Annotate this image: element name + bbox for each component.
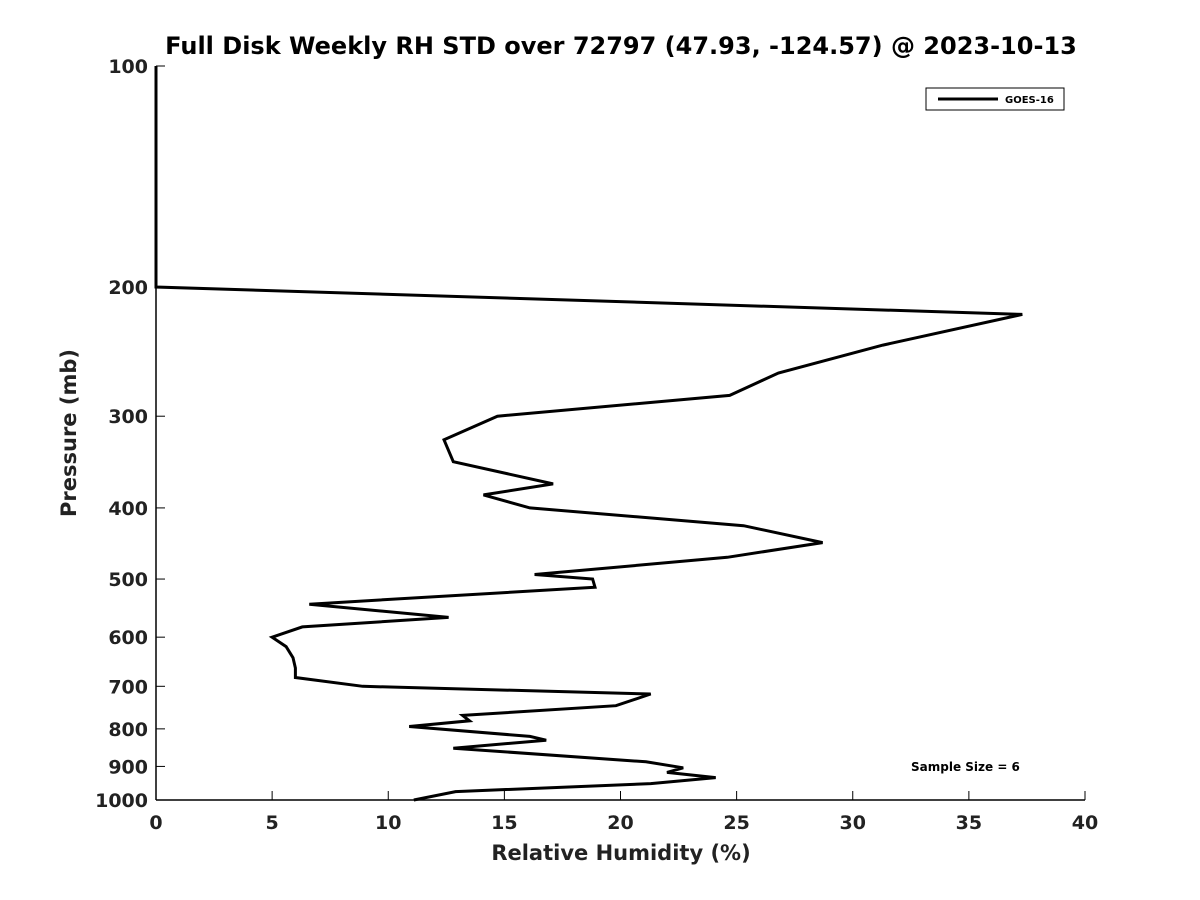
y-tick-label: 200 bbox=[108, 277, 148, 299]
x-axis-label: Relative Humidity (%) bbox=[491, 841, 750, 865]
legend-label-goes-16: GOES-16 bbox=[1005, 95, 1054, 106]
x-tick-label: 40 bbox=[1072, 812, 1098, 834]
series-line-goes-16 bbox=[154, 66, 1023, 802]
y-axis-ticks: 100 200 300 400 500 600 700 800 900 1000 bbox=[95, 56, 165, 812]
x-tick-label: 35 bbox=[956, 812, 982, 834]
y-tick-label: 600 bbox=[108, 627, 148, 649]
y-tick-label: 500 bbox=[108, 569, 148, 591]
x-tick-label: 5 bbox=[266, 812, 279, 834]
y-tick-label: 800 bbox=[108, 719, 148, 741]
x-axis-ticks: 0 5 10 15 20 25 30 35 40 bbox=[149, 791, 1098, 834]
y-tick-label: 300 bbox=[108, 406, 148, 428]
y-tick-label: 700 bbox=[108, 676, 148, 698]
y-axis-label: Pressure (mb) bbox=[57, 349, 81, 517]
x-tick-label: 20 bbox=[607, 812, 633, 834]
sample-size-annotation: Sample Size = 6 bbox=[911, 760, 1020, 774]
axes bbox=[155, 66, 1085, 801]
x-tick-label: 25 bbox=[723, 812, 749, 834]
legend: GOES-16 bbox=[925, 87, 1065, 111]
y-tick-label: 900 bbox=[108, 756, 148, 778]
x-tick-label: 15 bbox=[491, 812, 517, 834]
y-tick-label: 1000 bbox=[95, 790, 148, 812]
series-lines bbox=[154, 66, 1023, 802]
x-tick-label: 0 bbox=[149, 812, 162, 834]
y-tick-label: 400 bbox=[108, 498, 148, 520]
y-tick-label: 100 bbox=[108, 56, 148, 78]
chart-title: Full Disk Weekly RH STD over 72797 (47.9… bbox=[165, 32, 1077, 60]
x-tick-label: 10 bbox=[375, 812, 401, 834]
x-tick-label: 30 bbox=[840, 812, 866, 834]
